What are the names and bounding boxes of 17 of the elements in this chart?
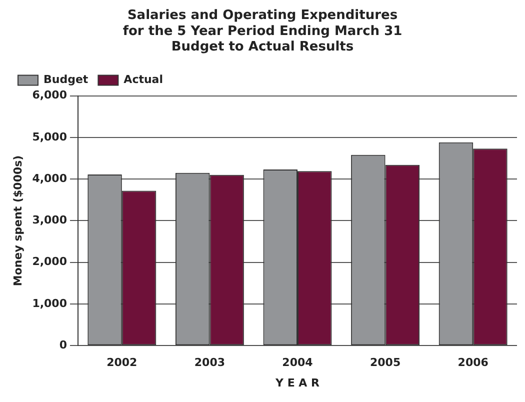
x-tick-label: 2004 — [282, 356, 314, 370]
legend-label: Actual — [124, 73, 164, 86]
y-axis-title: Money spent ($000s) — [11, 155, 24, 286]
y-tick-label: 5,000 — [32, 130, 68, 144]
y-tick-label: 2,000 — [32, 255, 68, 268]
y-tick-label: 0 — [59, 338, 68, 352]
legend-label: Budget — [44, 73, 88, 86]
y-tick-label: 4,000 — [32, 172, 68, 185]
x-tick-label: 2002 — [106, 356, 138, 370]
x-tick-label: 2005 — [370, 356, 401, 370]
x-tick-label: 2006 — [458, 356, 489, 370]
y-tick-label: 1,000 — [32, 296, 68, 310]
chart-title: Salaries and Operating Expenditures for the 5 Year Period Ending March 31 Budget to Actual Results — [122, 8, 402, 54]
x-tick-label: 2003 — [194, 356, 226, 370]
x-axis-title: Y E A R — [274, 376, 320, 390]
y-tick-label: 3,000 — [32, 214, 68, 227]
y-tick-label: 6,000 — [32, 88, 68, 102]
